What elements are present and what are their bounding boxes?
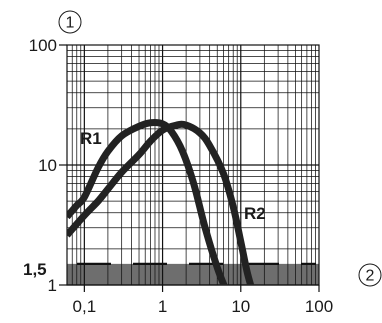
series-line-r2 [67, 120, 255, 285]
curves [67, 119, 255, 285]
y-tick-label-1: 10 [38, 156, 57, 175]
plot-frame [66, 44, 320, 286]
tick-labels: 0,1 1 10 100 1 10 100 [29, 36, 334, 316]
series-line-r1 [67, 119, 228, 285]
y-tick-label-0: 1 [48, 276, 57, 295]
x-tick-label-1: 1 [158, 297, 167, 316]
threshold-label: 1,5 [23, 260, 47, 279]
x-tick-label-3: 100 [305, 297, 333, 316]
threshold-band [67, 263, 319, 285]
y-tick-label-2: 100 [29, 36, 57, 55]
x-axis-marker: 2 [358, 263, 382, 287]
x-tick-label-0: 0,1 [73, 297, 97, 316]
y-axis-marker: 1 [58, 10, 82, 34]
series-label-r2: R2 [244, 204, 266, 223]
svg-text:2: 2 [366, 268, 375, 285]
grid [59, 44, 320, 292]
x-tick-label-2: 10 [231, 297, 250, 316]
svg-text:1: 1 [66, 15, 75, 32]
series-label-r1: R1 [80, 129, 102, 148]
